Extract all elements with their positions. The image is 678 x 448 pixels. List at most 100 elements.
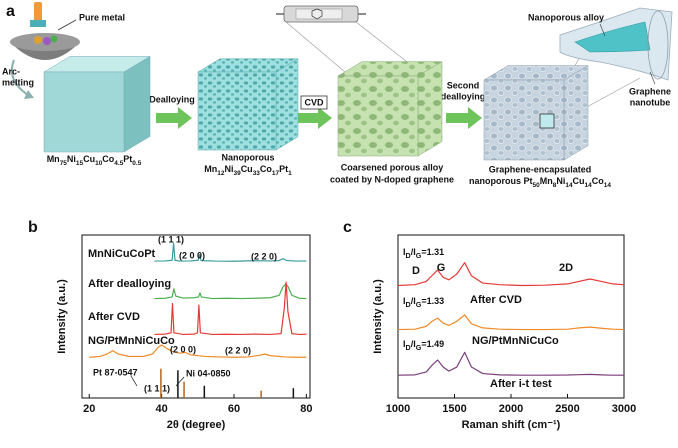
x-tick-label: 1500 [442,403,466,415]
formula-subscript: 39 [233,170,241,177]
formula: Mn75Ni15Cu10Co4.5Pt0.5 [47,154,142,166]
diagram-label: Arc- [2,66,20,76]
leader-line [57,19,77,31]
series-label: After dealloying [88,278,171,290]
zoom-line [285,21,346,73]
caption: Nanoporous [222,152,275,162]
panel-label: a [6,3,15,20]
metal-piece [34,36,42,44]
formula-subscript: G [416,343,422,352]
panel-label: b [28,219,38,236]
formula-subscript: 1 [288,170,292,177]
arc-melting-setup [10,2,80,99]
cube-side [563,65,589,161]
formula-subscript: 75 [60,160,68,167]
diagram-label: CVD [304,97,324,107]
formula-subscript: G [416,251,422,260]
formula-subscript: 10 [95,160,103,167]
spectrum-line [89,344,307,358]
tube-opening [647,10,669,80]
x-axis-title: 2θ (degree) [167,419,226,431]
panel-label: c [343,219,352,236]
diagram-label: Dealloying [149,94,195,104]
formula-part: Co [260,164,272,174]
zoom-box [539,113,555,129]
spectrum-line [154,283,307,300]
cube-side [275,58,299,151]
cube-side [417,61,443,157]
leader-line [599,23,606,37]
pyridine-icon [311,8,323,20]
process-arrow [296,107,332,129]
x-tick-label: 3000 [612,403,636,415]
x-axis-title: Raman shift (cm⁻¹) [462,419,561,431]
diagram-label: Nanoporous alloy [528,12,604,22]
formula-part: Pt [279,164,288,174]
x-tick-label: 80 [300,403,312,415]
y-axis-title: Intensity (a.u.) [56,279,68,354]
formula: ID/IG=1.33 [403,296,444,309]
formula-subscript: 12 [217,170,225,177]
series-label: MnNiCuCoPt [88,248,156,260]
process-arrow [156,107,192,129]
formula-part: =1.33 [421,296,444,306]
formula-subscript: 14 [604,182,612,189]
formula-subscript: 14 [565,182,573,189]
diagram-label: dealloying [441,91,486,101]
formula-part: I [403,296,406,306]
formula-part: /I [411,296,416,306]
formula-part: Mn [540,176,553,186]
x-tick-label: 40 [155,403,167,415]
formula-subscript: 17 [272,170,280,177]
peak-label: D [412,265,420,277]
peak-index: (2 2 0) [251,251,277,261]
torch [34,2,42,24]
formula-part: Ni [224,164,233,174]
tube-inner [295,8,343,20]
formula-subscript: D [406,343,411,352]
metal-piece [50,35,58,43]
peak-index: (1 1 1) [158,234,184,244]
plot-frame [81,234,311,399]
leader-line [175,376,185,387]
formula-subscript: 33 [253,170,261,177]
formula: ID/IG=1.31 [403,247,444,260]
formula-part: I [403,247,406,257]
formula-part: Mn [47,154,60,164]
x-tick-label: 2500 [555,403,579,415]
formula: Mn12Ni39Cu33Co17Pt1 [204,164,292,176]
formula: ID/IG=1.49 [403,339,444,352]
peak-index: (1 1 1) [144,383,170,393]
formula-part: =1.31 [421,247,444,257]
cube-front [337,75,419,157]
cube-front [43,71,125,153]
reference-label: Pt 87-0547 [93,367,138,377]
leader-line [130,375,138,387]
formula-part: /I [411,339,416,349]
formula-subscript: 8 [553,182,557,189]
diagram-label: Graphene [629,86,671,96]
arrow-head [24,90,34,99]
formula-part: Cu [83,154,95,164]
formula-subscript: 14 [585,182,593,189]
diagram-label: Pure metal [79,12,125,22]
peak-label: G [437,262,446,274]
leader-line [649,71,656,85]
formula-subscript: D [406,300,411,309]
reference-label: Ni 04-0850 [186,368,231,378]
arrow [10,59,29,96]
formula-subscript: G [416,300,422,309]
plot-frame [397,234,625,399]
y-axis-title: Intensity (a.u.) [372,279,384,354]
diagram-label: melting [2,77,34,87]
formula: nanoporous Pt50Mn8Ni14Cu14Co14 [469,176,611,188]
series-label: NG/PtMnNiCuCo [472,335,559,347]
formula-part: Cu [573,176,585,186]
x-tick-label: 60 [228,403,240,415]
formula-subscript: 50 [533,182,541,189]
formula-subscript: 15 [76,160,84,167]
formula-subscript: 0.5 [132,160,141,167]
formula-part: Mn [204,164,217,174]
spectrum-line [397,262,625,287]
